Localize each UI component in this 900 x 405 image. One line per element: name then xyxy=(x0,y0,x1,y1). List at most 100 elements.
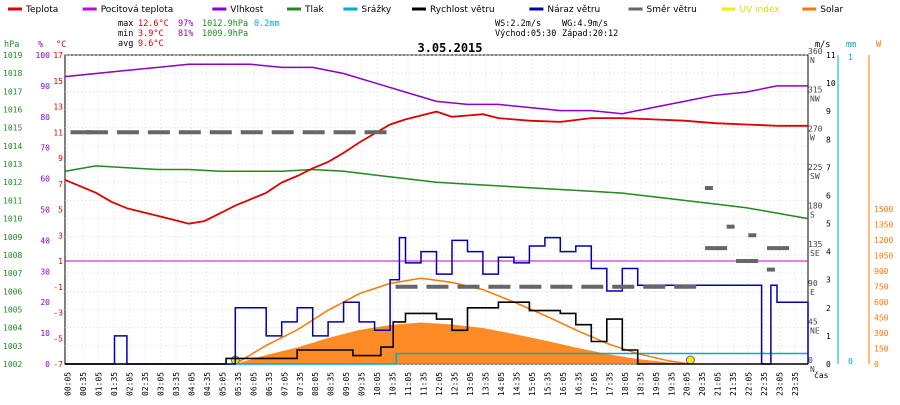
axis-ms-tick: 0 xyxy=(826,360,831,369)
wind-direction-mark xyxy=(116,130,139,135)
x-tick-label: 04:05 xyxy=(187,372,196,396)
x-tick-label: 22:35 xyxy=(760,372,769,396)
axis-dir-compass: SW xyxy=(810,172,820,181)
x-tick-label: 13:05 xyxy=(466,372,475,396)
stat-min-hum: 81% xyxy=(178,29,193,39)
axis-hpa-tick: 1016 xyxy=(3,106,22,115)
axis-dir-tick: 360 xyxy=(808,47,823,56)
axis-dir-compass: S xyxy=(810,211,815,220)
series-pressure-line xyxy=(64,165,809,220)
axis-w-tick: 1200 xyxy=(874,236,893,245)
axis-dir-tick: 90 xyxy=(808,279,818,288)
x-tick-label: 08:35 xyxy=(327,372,336,396)
x-tick-label: 16:05 xyxy=(559,372,568,396)
legend-entry: Náraz větru xyxy=(547,5,600,15)
axis-ms-tick: 3 xyxy=(826,276,831,285)
wind-direction-mark xyxy=(519,284,542,289)
x-tick-label: 20:35 xyxy=(698,372,707,396)
series-temperature-line xyxy=(64,110,808,225)
axis-pct-tick: 50 xyxy=(40,206,50,215)
x-tick-label: 23:05 xyxy=(776,372,785,396)
wind-direction-mark xyxy=(704,186,713,191)
axis-degc-tick: 9 xyxy=(58,154,63,163)
x-tick-label: 07:05 xyxy=(280,372,289,396)
axis-unit-ms: m/s xyxy=(815,40,830,50)
x-tick-label: 04:35 xyxy=(203,372,212,396)
x-tick-label: 15:35 xyxy=(543,372,552,396)
stat-avg-label: avg xyxy=(118,39,133,49)
axis-dir-tick: 315 xyxy=(808,86,823,95)
axis-dir-tick: 270 xyxy=(808,124,823,133)
x-axis-unit: čas xyxy=(814,370,829,380)
series-humidity-line xyxy=(64,63,808,115)
axis-hpa-tick: 1012 xyxy=(3,178,22,187)
x-tick-label: 10:05 xyxy=(373,372,382,396)
axis-dir-tick: 180 xyxy=(808,202,823,211)
x-tick-label: 14:35 xyxy=(512,372,521,396)
sunset-time: Západ:20:12 xyxy=(562,29,618,39)
axis-hpa-tick: 1010 xyxy=(3,215,22,224)
axis-unit-mm: mm xyxy=(846,40,856,50)
axis-dir-tick: 0 xyxy=(808,356,813,365)
axis-degc-tick: 11 xyxy=(53,128,63,137)
wind-direction-mark xyxy=(726,224,735,229)
axis-pct-tick: 10 xyxy=(40,329,50,338)
x-tick-label: 15:05 xyxy=(528,372,537,396)
axis-degc-tick: 1 xyxy=(58,257,63,266)
x-tick-label: 03:35 xyxy=(172,372,181,396)
wind-direction-mark xyxy=(364,130,387,135)
wind-direction-mark xyxy=(457,284,480,289)
axis-degc-tick: 7 xyxy=(58,180,63,189)
axis-hpa-tick: 1019 xyxy=(3,51,22,60)
axis-hpa-tick: 1009 xyxy=(3,233,22,242)
axis-dir-compass: N xyxy=(810,56,815,65)
axis-dir-compass: NE xyxy=(810,326,820,335)
x-tick-label: 16:35 xyxy=(574,372,583,396)
axis-hpa-tick: 1003 xyxy=(3,342,22,351)
x-tick-label: 00:35 xyxy=(79,372,88,396)
axis-w-tick: 750 xyxy=(874,283,889,292)
sunset-marker xyxy=(685,355,695,365)
wind-direction-mark xyxy=(395,284,418,289)
wind-direction-mark xyxy=(581,284,604,289)
axis-dir-compass: SE xyxy=(810,249,820,258)
axis-ms-tick: 9 xyxy=(826,107,831,116)
sunrise-time: Východ:05:30 xyxy=(495,29,556,39)
axis-degc-tick: 13 xyxy=(53,103,63,112)
axis-hpa-tick: 1011 xyxy=(3,196,22,205)
x-tick-label: 05:35 xyxy=(234,372,243,396)
axis-dir-compass: W xyxy=(810,133,815,142)
stat-max-temp: 12.6°C xyxy=(138,19,169,29)
axis-w-tick: 0 xyxy=(874,360,879,369)
chart-title: 3.05.2015 xyxy=(417,41,482,55)
series-windspeed-line xyxy=(65,301,808,365)
axis-dir-compass: N xyxy=(810,365,815,374)
axis-ms-tick: 7 xyxy=(826,163,831,172)
axis-degc-tick: -7 xyxy=(53,360,63,369)
wind-direction-mark xyxy=(767,246,790,251)
axis-w-tick: 1500 xyxy=(874,205,893,214)
axis-ms-tick: 1 xyxy=(826,332,831,341)
x-tick-label: 02:05 xyxy=(125,372,134,396)
x-tick-label: 07:35 xyxy=(296,372,305,396)
axis-degc-tick: -5 xyxy=(53,334,63,343)
series-gust-line xyxy=(65,236,809,365)
x-tick-label: 08:05 xyxy=(311,372,320,396)
legend-entry: Pocitová teplota xyxy=(101,5,174,15)
axis-ms-tick: 6 xyxy=(826,191,831,200)
wind-direction-mark xyxy=(302,130,325,135)
axis-w-tick: 600 xyxy=(874,298,889,307)
x-tick-label: 14:05 xyxy=(497,372,506,396)
stat-max-hum: 97% xyxy=(178,19,193,29)
axis-pct-tick: 80 xyxy=(40,113,50,122)
stat-min-temp: 3.9°C xyxy=(138,29,164,39)
axis-dir-compass: E xyxy=(810,288,815,297)
wind-direction-mark xyxy=(488,284,511,289)
axis-w-tick: 900 xyxy=(874,267,889,276)
axis-w-tick: 300 xyxy=(874,329,889,338)
wind-direction-mark xyxy=(766,267,775,272)
x-tick-label: 06:05 xyxy=(249,372,258,396)
wind-direction-mark xyxy=(271,130,294,135)
axis-degc-tick: -1 xyxy=(53,283,63,292)
x-tick-label: 01:05 xyxy=(95,372,104,396)
